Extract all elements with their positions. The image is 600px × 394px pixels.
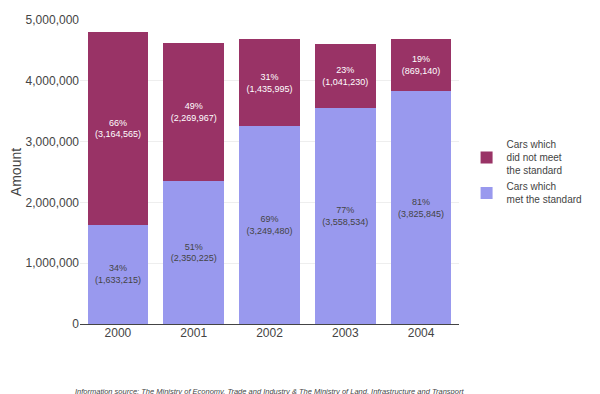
svg-text:77%(3,558,534): 77%(3,558,534) <box>322 205 368 227</box>
svg-text:66%(3,164,565): 66%(3,164,565) <box>95 118 141 140</box>
svg-text:1,000,000: 1,000,000 <box>26 256 80 270</box>
svg-text:51%(2,350,225): 51%(2,350,225) <box>171 242 217 264</box>
svg-text:34%(1,633,215): 34%(1,633,215) <box>95 263 141 285</box>
svg-text:69%(3,249,480): 69%(3,249,480) <box>246 214 292 236</box>
svg-text:4,000,000: 4,000,000 <box>26 74 80 88</box>
svg-text:2000: 2000 <box>105 326 132 340</box>
svg-text:Cars whichmet the standard: Cars whichmet the standard <box>507 181 582 205</box>
svg-text:2001: 2001 <box>180 326 207 340</box>
svg-text:2,000,000: 2,000,000 <box>26 196 80 210</box>
svg-text:0: 0 <box>72 317 79 331</box>
svg-text:2004: 2004 <box>408 326 435 340</box>
svg-text:31%(1,435,995): 31%(1,435,995) <box>246 72 292 94</box>
svg-text:Cars whichdid not meetthe stan: Cars whichdid not meetthe standard <box>507 139 563 176</box>
svg-text:Amount: Amount <box>8 148 24 196</box>
svg-text:49%(2,269,967): 49%(2,269,967) <box>171 101 217 123</box>
svg-text:2003: 2003 <box>332 326 359 340</box>
svg-text:81%(3,825,845): 81%(3,825,845) <box>398 197 444 219</box>
svg-text:19%(869,140): 19%(869,140) <box>402 54 441 76</box>
svg-text:3,000,000: 3,000,000 <box>26 135 80 149</box>
svg-text:2002: 2002 <box>256 326 283 340</box>
svg-text:5,000,000: 5,000,000 <box>26 13 80 27</box>
svg-text:23%(1,041,230): 23%(1,041,230) <box>322 65 368 87</box>
svg-text:Information source: The Minist: Information source: The Ministry of Econ… <box>75 387 464 394</box>
